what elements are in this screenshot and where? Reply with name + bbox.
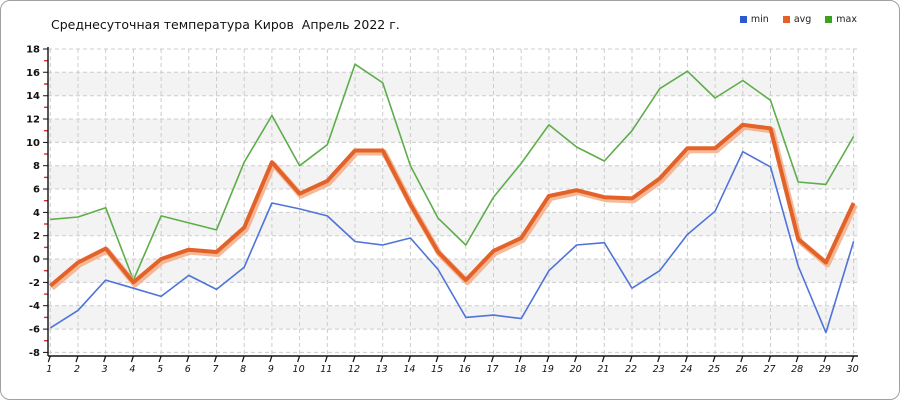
x-axis-label: 30: [847, 364, 859, 375]
x-axis-label: 6: [185, 364, 191, 375]
x-axis-tick: [629, 355, 633, 363]
legend-item-avg: avg: [782, 14, 812, 25]
plot-band: [48, 119, 858, 143]
x-axis-tick: [352, 355, 356, 363]
x-axis-tick: [851, 355, 855, 363]
y-axis-label: -2: [29, 278, 40, 289]
x-axis-tick: [75, 355, 79, 363]
y-axis-label: 2: [33, 231, 40, 242]
x-axis-label: 12: [348, 364, 360, 375]
x-axis-label: 1: [46, 364, 52, 375]
x-axis-label: 17: [486, 364, 498, 375]
x-axis-tick: [795, 355, 799, 363]
legend: min avg max: [739, 14, 857, 25]
x-axis-label: 15: [431, 364, 443, 375]
x-axis-tick: [186, 355, 190, 363]
x-axis-label: 28: [791, 364, 803, 375]
y-axis-label: -6: [29, 325, 40, 336]
series-min-line: [49, 150, 855, 334]
x-axis-label: 21: [597, 364, 609, 375]
x-axis-label: 18: [514, 364, 526, 375]
y-axis-label: 16: [26, 68, 40, 79]
series-avg-line: [49, 122, 856, 288]
x-axis-tick: [518, 355, 522, 363]
legend-max-swatch-icon: [825, 16, 833, 23]
y-axis-label: 12: [26, 115, 40, 126]
y-axis-label: 6: [33, 185, 40, 196]
x-axis-label: 26: [736, 364, 748, 375]
x-axis-label: 11: [320, 364, 332, 375]
x-axis-tick: [407, 355, 411, 363]
x-axis-tick: [823, 355, 827, 363]
legend-min-label: min: [750, 14, 769, 25]
x-axis-tick: [657, 355, 661, 363]
y-axis-label: 8: [33, 161, 40, 172]
plot-band: [48, 305, 858, 329]
y-axis-label: -4: [29, 301, 40, 312]
x-axis-tick: [767, 355, 772, 363]
x-axis-tick: [158, 355, 162, 363]
x-axis-label: 3: [102, 364, 108, 375]
y-axis-label: 14: [26, 91, 40, 102]
plot-band-white: [48, 329, 858, 353]
x-axis-label: 2: [74, 364, 80, 375]
legend-avg-label: avg: [793, 14, 812, 25]
y-axis-label: 0: [33, 255, 40, 266]
x-axis-label: 16: [459, 364, 471, 375]
x-axis-label: 10: [293, 364, 305, 375]
x-axis-tick: [601, 355, 605, 363]
y-axis-label: 4: [33, 208, 40, 219]
x-axis-tick: [47, 355, 51, 363]
x-axis-tick: [324, 355, 328, 363]
x-axis-tick: [435, 355, 439, 363]
x-axis-tick: [297, 355, 301, 363]
x-axis-label: 25: [708, 364, 720, 375]
x-axis-label: 23: [653, 364, 665, 375]
x-axis-tick: [740, 355, 744, 363]
x-axis-tick: [380, 355, 384, 363]
plot-band-white: [48, 189, 858, 213]
y-axis-label: -8: [29, 348, 40, 359]
legend-max-label: max: [836, 14, 857, 25]
x-axis-label: 9: [268, 364, 274, 375]
series-max-line: [50, 63, 855, 281]
x-axis-tick: [269, 355, 273, 363]
legend-min-swatch-icon: [739, 16, 747, 23]
plot-band: [48, 72, 858, 96]
legend-item-min: min: [739, 14, 769, 25]
x-axis-label: 29: [819, 364, 831, 375]
x-axis-label: 19: [542, 364, 554, 375]
plot-band-white: [48, 95, 858, 119]
x-axis-label: 24: [680, 364, 692, 375]
x-axis-label: 14: [403, 364, 415, 375]
x-axis-label: 4: [129, 364, 135, 375]
x-axis-tick: [241, 355, 245, 363]
legend-avg-swatch-icon: [782, 16, 790, 23]
y-axis-label: 18: [26, 45, 40, 56]
x-axis-tick: [130, 355, 134, 363]
y-axis-label: 10: [26, 138, 40, 149]
x-axis-label: 20: [570, 364, 582, 375]
x-axis-tick: [546, 355, 550, 363]
x-axis-tick: [463, 355, 467, 363]
x-axis-tick: [574, 355, 578, 363]
x-axis-label: 22: [625, 364, 637, 375]
x-axis-tick: [712, 355, 716, 363]
x-axis-label: 27: [763, 364, 775, 375]
x-axis-label: 7: [212, 364, 218, 375]
plot-band-white: [48, 49, 858, 73]
x-axis-label: 13: [376, 364, 388, 375]
x-axis-tick: [684, 355, 688, 363]
plot-band-white: [48, 142, 858, 166]
plot-band: [48, 165, 858, 189]
x-axis-label: 5: [157, 364, 163, 375]
chart-title: Среднесуточная температура Киров Апрель …: [51, 17, 400, 32]
x-axis-tick: [213, 355, 218, 363]
x-axis-tick: [490, 355, 495, 363]
x-axis-label: 8: [240, 364, 246, 375]
legend-item-max: max: [825, 14, 857, 25]
x-axis-tick: [103, 355, 107, 363]
